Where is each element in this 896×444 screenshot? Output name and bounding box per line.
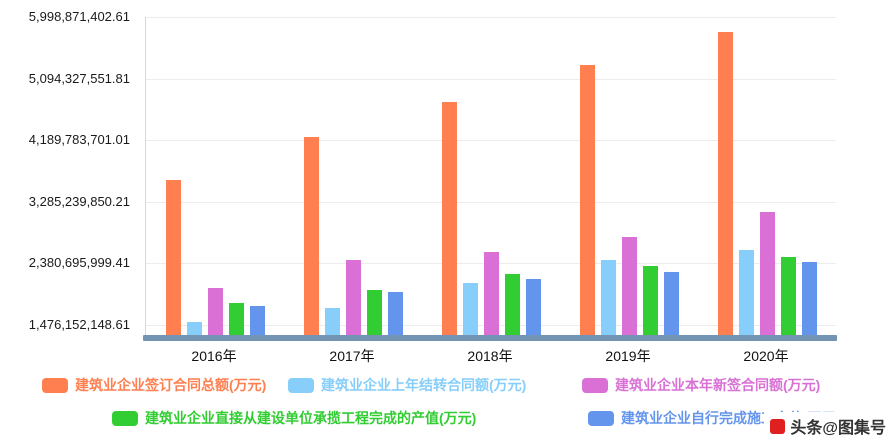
bar-series5-2016年	[249, 305, 265, 335]
bar-series2-2020年	[738, 249, 754, 335]
gridline	[146, 78, 836, 80]
bar-series4-2017年	[366, 290, 382, 335]
x-tick-label: 2016年	[191, 348, 237, 364]
legend-label: 建筑业企业上年结转合同额(万元)	[321, 377, 527, 393]
bar-series3-2020年	[759, 211, 775, 335]
gridline	[146, 17, 836, 18]
bar-series1-2020年	[717, 31, 733, 335]
watermark-text: 头条@图集号	[790, 420, 886, 437]
watermark: 头条@图集号	[764, 412, 888, 440]
bar-series5-2018年	[525, 279, 541, 335]
bar-series4-2020年	[780, 257, 796, 335]
toutiao-logo-icon	[770, 418, 786, 434]
bar-series3-2018年	[483, 251, 499, 335]
bar-series1-2018年	[441, 102, 457, 335]
x-tick-label: 2019年	[605, 348, 651, 364]
bar-series4-2019年	[642, 266, 658, 335]
legend-label: 建筑业企业签订合同总额(万元)	[75, 377, 267, 393]
bar-series1-2017年	[303, 136, 319, 335]
gridline	[146, 140, 836, 142]
legend-item-series1[interactable]: 建筑业企业签订合同总额(万元)	[42, 377, 266, 393]
x-tick-label: 2017年	[329, 348, 375, 364]
y-tick-label: 5,998,871,402.61	[28, 9, 130, 24]
legend-marker-icon	[288, 377, 314, 393]
legend-label: 建筑业企业本年新签合同额(万元)	[615, 377, 821, 393]
bar-series5-2020年	[801, 262, 817, 335]
bar-series4-2016年	[228, 302, 244, 335]
y-tick-label: 5,094,327,551.81	[28, 70, 130, 86]
bar-series5-2019年	[663, 272, 679, 335]
bar-series3-2019年	[621, 236, 637, 335]
gridline	[146, 201, 836, 203]
legend-item-series4[interactable]: 建筑业企业直接从建设单位承揽工程完成的产值(万元)	[112, 410, 476, 426]
legend-label: 建筑业企业直接从建设单位承揽工程完成的产值(万元)	[145, 410, 477, 426]
bar-series1-2016年	[165, 180, 181, 335]
bar-series5-2017年	[387, 292, 403, 335]
y-tick-label: 2,380,695,999.41	[28, 255, 130, 271]
legend-marker-icon	[112, 410, 138, 426]
bar-series4-2018年	[504, 273, 520, 335]
bar-series3-2017年	[345, 260, 361, 335]
bar-series1-2019年	[579, 65, 595, 335]
y-tick-label: 4,189,783,701.01	[28, 132, 130, 148]
bar-series2-2019年	[600, 260, 616, 335]
y-tick-label: 3,285,239,850.21	[28, 193, 130, 209]
x-axis-line	[143, 335, 837, 341]
x-tick-label: 2018年	[467, 348, 513, 364]
bar-series3-2016年	[207, 287, 223, 335]
bar-series2-2016年	[186, 322, 202, 335]
x-tick-label: 2020年	[743, 348, 789, 364]
legend-marker-icon	[582, 377, 608, 393]
legend-marker-icon	[42, 377, 68, 393]
bar-series2-2017年	[324, 307, 340, 335]
legend-item-series2[interactable]: 建筑业企业上年结转合同额(万元)	[288, 377, 526, 393]
legend-marker-icon	[588, 410, 614, 426]
legend-item-series3[interactable]: 建筑业企业本年新签合同额(万元)	[582, 377, 820, 393]
bar-series2-2018年	[462, 283, 478, 335]
y-tick-label: 1,476,152,148.61	[28, 317, 130, 332]
plot-area	[145, 17, 836, 335]
